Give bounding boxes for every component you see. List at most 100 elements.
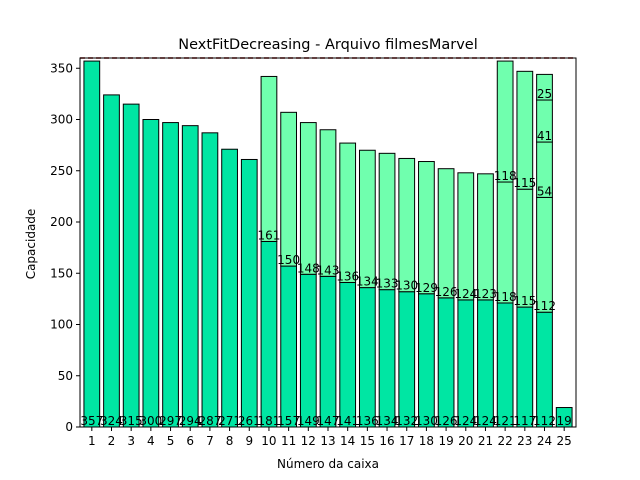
data-label: 181	[257, 414, 280, 428]
data-label: 147	[317, 414, 340, 428]
data-label: 261	[238, 414, 261, 428]
data-label: 133	[376, 277, 399, 291]
bar-segment-base	[260, 240, 278, 428]
x-tick-label: 1	[88, 434, 96, 448]
data-label: 124	[474, 414, 497, 428]
bar-segment-base	[319, 275, 337, 428]
data-label: 112	[533, 414, 556, 428]
x-tick-label: 21	[478, 434, 493, 448]
x-tick-label: 19	[438, 434, 453, 448]
x-tick-label: 5	[167, 434, 175, 448]
y-tick-label: 100	[50, 318, 73, 332]
bar-segment-base	[457, 299, 475, 428]
data-label: 130	[395, 279, 418, 293]
data-label: 134	[356, 275, 379, 289]
x-tick-label: 9	[245, 434, 253, 448]
data-label: 118	[494, 169, 517, 183]
data-label: 136	[356, 414, 379, 428]
bar-segment-base	[339, 281, 357, 428]
y-tick-label: 150	[50, 266, 73, 280]
data-label: 143	[317, 263, 340, 277]
bar-segment-base	[437, 297, 455, 428]
x-tick-label: 24	[537, 434, 552, 448]
data-label: 121	[494, 414, 517, 428]
x-tick-label: 7	[206, 434, 214, 448]
data-label: 136	[336, 269, 359, 283]
bar-segment-base	[103, 94, 120, 428]
bar-segment-base	[378, 289, 396, 428]
y-axis-label: Capacidade	[24, 209, 38, 280]
bar-segment-base	[122, 103, 140, 428]
bar-segment-stacked	[319, 129, 337, 277]
plot-area: 3573243153002972942872712611811611571501…	[50, 57, 577, 448]
data-label: 134	[376, 414, 399, 428]
bar-segment-stacked	[496, 60, 514, 183]
x-tick-label: 3	[127, 434, 135, 448]
data-label: 19	[557, 414, 572, 428]
x-tick-label: 8	[226, 434, 234, 448]
data-label: 324	[100, 414, 123, 428]
x-tick-label: 18	[419, 434, 434, 448]
bar-segment-base	[299, 273, 317, 428]
bar-segment-base	[418, 293, 435, 428]
x-tick-label: 10	[261, 434, 276, 448]
y-tick-label: 200	[50, 215, 73, 229]
bar-segment-base	[516, 306, 534, 428]
data-label: 129	[415, 281, 438, 295]
bar-segment-base	[201, 132, 219, 428]
data-label: 315	[120, 414, 143, 428]
x-tick-label: 15	[360, 434, 375, 448]
bar-segment-stacked	[496, 181, 514, 304]
bar-segment-stacked	[378, 152, 396, 291]
bar-segment-stacked	[536, 196, 553, 313]
bar-segment-stacked	[516, 70, 534, 190]
x-tick-label: 12	[301, 434, 316, 448]
data-label: 141	[336, 414, 359, 428]
x-tick-label: 4	[147, 434, 155, 448]
data-label: 112	[533, 299, 556, 313]
chart-title: NextFitDecreasing - Arquivo filmesMarvel	[178, 37, 477, 53]
data-label: 25	[537, 87, 552, 101]
bar-segment-base	[162, 122, 179, 428]
data-label: 115	[513, 294, 536, 308]
data-label: 357	[80, 414, 103, 428]
data-label: 130	[415, 414, 438, 428]
bar-segment-stacked	[457, 172, 475, 301]
x-tick-label: 20	[458, 434, 473, 448]
bar-segment-base	[477, 299, 494, 428]
data-label: 124	[454, 414, 477, 428]
data-label: 148	[297, 261, 320, 275]
data-label: 41	[537, 129, 552, 143]
bar-segment-base	[181, 125, 199, 428]
y-tick-label: 50	[58, 369, 73, 383]
bar-segment-base	[358, 287, 376, 428]
data-label: 149	[297, 414, 320, 428]
bar-segment-base	[142, 119, 160, 428]
x-tick-label: 23	[517, 434, 532, 448]
x-tick-label: 6	[186, 434, 194, 448]
bar-segment-base	[536, 311, 553, 428]
y-tick-label: 300	[50, 113, 73, 127]
data-label: 118	[494, 290, 517, 304]
bar-segment-stacked	[418, 161, 435, 295]
bar-segment-stacked	[516, 188, 534, 308]
y-tick-label: 250	[50, 164, 73, 178]
data-label: 150	[277, 253, 300, 267]
data-label: 124	[454, 287, 477, 301]
bar-segment-base	[496, 302, 514, 428]
data-label: 294	[179, 414, 202, 428]
x-tick-label: 16	[379, 434, 394, 448]
x-tick-label: 17	[399, 434, 414, 448]
x-tick-label: 13	[320, 434, 335, 448]
bar-segment-base	[240, 158, 258, 428]
bar-segment-base	[398, 291, 416, 428]
bar-segment-stacked	[358, 149, 376, 289]
data-label: 271	[218, 414, 241, 428]
x-tick-label: 11	[281, 434, 296, 448]
bar-segment-base	[83, 60, 101, 428]
bar-segment-stacked	[299, 122, 317, 275]
data-label: 123	[474, 287, 497, 301]
bar-segment-stacked	[280, 111, 298, 267]
bar-segment-stacked	[398, 157, 416, 293]
